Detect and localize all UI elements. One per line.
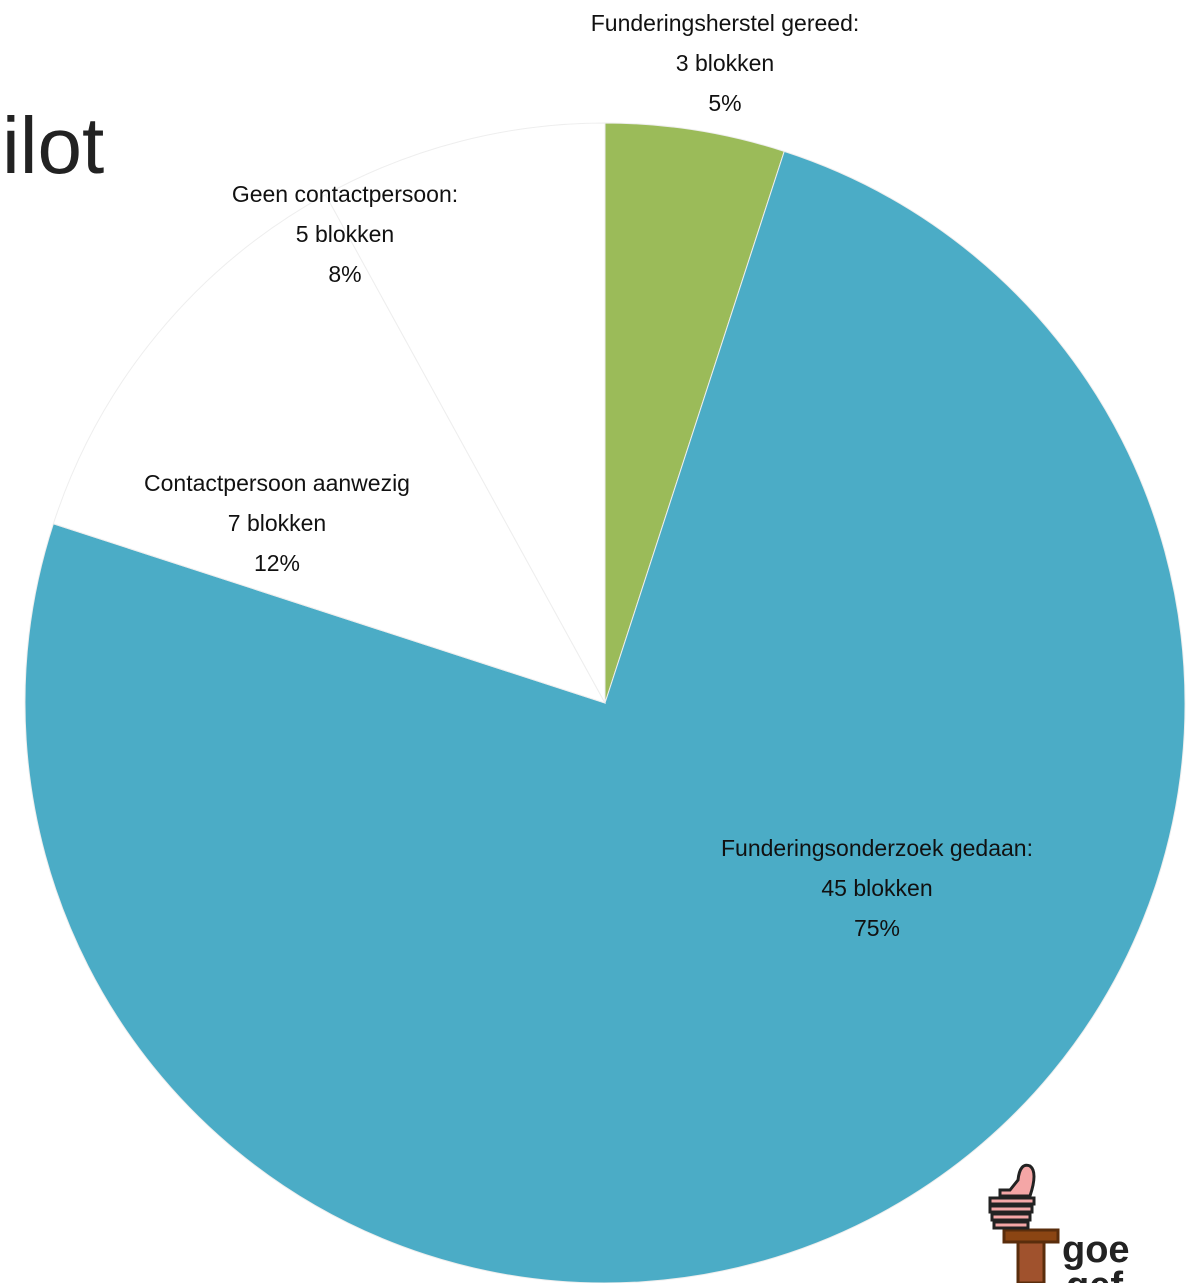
- slice-label: Contactpersoon aanwezig: [144, 470, 410, 496]
- logo: goe gef: [988, 1163, 1130, 1283]
- logo-text: goe: [1062, 1229, 1130, 1271]
- logo-pedestal-top: [1002, 1228, 1060, 1244]
- logo-text: gef: [1066, 1265, 1123, 1283]
- slice-percent: 8%: [328, 261, 361, 287]
- slice-count: 7 blokken: [228, 510, 326, 536]
- logo-pedestal: [1016, 1236, 1046, 1283]
- slice-percent: 5%: [708, 90, 741, 116]
- slice-label: Geen contactpersoon:: [232, 181, 458, 207]
- slice-count: 3 blokken: [676, 50, 774, 76]
- slice-percent: 12%: [254, 550, 300, 576]
- pie-slice: [604, 122, 785, 704]
- pie-slice: [24, 150, 1186, 1283]
- pie: [24, 122, 1186, 1283]
- slide-title: ilot: [2, 101, 104, 190]
- pie-slice: [52, 194, 607, 704]
- slice-percent: 75%: [854, 915, 900, 941]
- slice-count: 45 blokken: [821, 875, 932, 901]
- slice-label: Funderingsonderzoek gedaan:: [721, 835, 1033, 861]
- slice-label: Funderingsherstel gereed:: [591, 10, 860, 36]
- logo-thumb: [988, 1163, 1036, 1230]
- pie-slice: [324, 122, 606, 704]
- slice-count: 5 blokken: [296, 221, 394, 247]
